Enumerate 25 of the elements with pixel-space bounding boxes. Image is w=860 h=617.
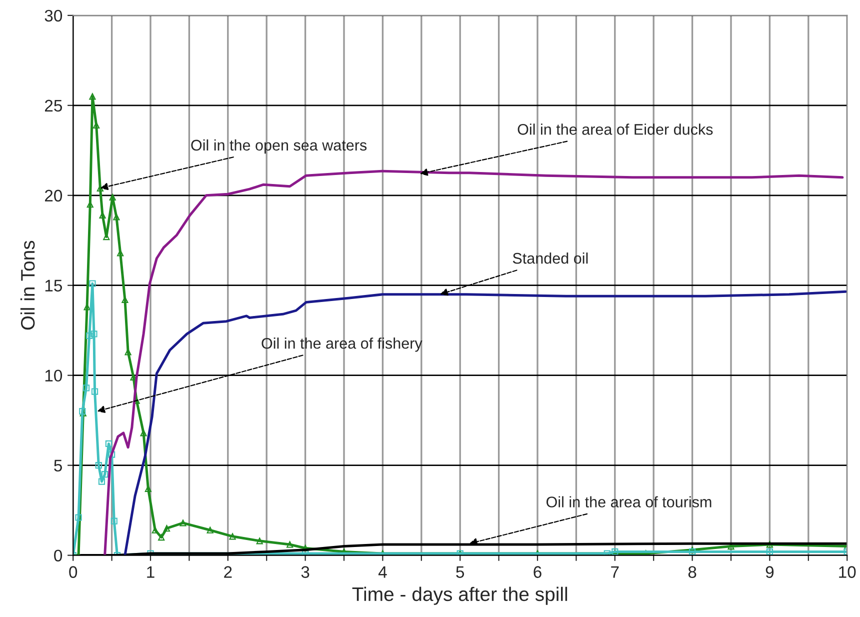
y-tick-label: 5 [54,460,62,472]
x-tick-label: 0 [69,566,78,578]
x-tick-label: 4 [378,566,387,578]
annotation: Standed oil [512,252,588,264]
x-tick-label: 8 [688,566,696,578]
y-tick-label: 20 [44,190,62,202]
annotation: Oil in the area of Eider ducks [518,124,713,135]
y-tick-label: 30 [44,10,62,22]
x-tick-label: 5 [456,566,464,578]
x-tick-label: 10 [839,566,856,578]
y-axis-title: Oil in Tons [20,240,35,330]
x-tick-label: 7 [611,566,619,578]
y-tick-label: 10 [45,370,62,382]
annotation: Oil in the open sea waters [191,139,367,154]
annotation: Oil in the area of tourism [546,496,712,508]
y-tick-label: 15 [45,280,62,292]
x-tick-label: 6 [534,566,542,578]
x-tick-label: 9 [766,566,774,578]
x-tick-label: 2 [224,566,232,578]
y-tick-label: 25 [44,100,62,112]
x-tick-label: 1 [147,566,154,578]
x-axis-title: Time - days after the spill [352,586,568,605]
y-tick-label: 0 [54,550,62,562]
annotation: Oil in the area of fishery [262,338,422,352]
x-tick-label: 3 [301,566,310,578]
